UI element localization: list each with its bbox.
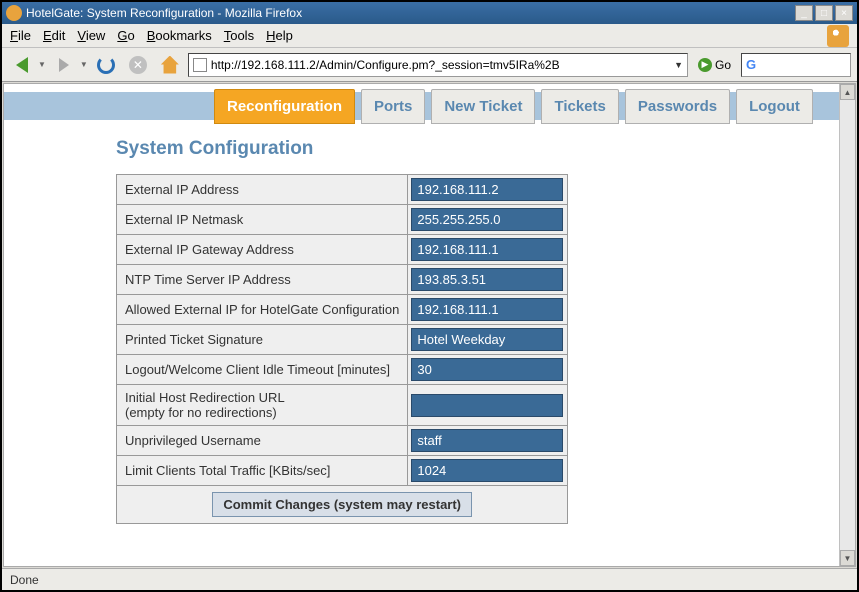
tab-passwords[interactable]: Passwords — [625, 89, 730, 124]
forward-arrow-icon — [59, 58, 69, 72]
home-button[interactable] — [156, 51, 184, 79]
menu-go[interactable]: Go — [117, 28, 134, 43]
menu-edit[interactable]: Edit — [43, 28, 65, 43]
maximize-button[interactable]: □ — [815, 5, 833, 21]
page-icon — [193, 58, 207, 72]
row-signature: Printed Ticket Signature — [117, 325, 568, 355]
go-button[interactable]: ▶ Go — [692, 52, 737, 78]
label-ext-ip: External IP Address — [117, 175, 408, 205]
window-controls: _ □ × — [795, 5, 853, 21]
row-allowed-ip: Allowed External IP for HotelGate Config… — [117, 295, 568, 325]
url-dropdown-icon[interactable]: ▼ — [674, 60, 683, 70]
input-signature[interactable] — [411, 328, 563, 351]
back-dropdown-icon[interactable]: ▼ — [38, 60, 46, 69]
config-table: External IP Address External IP Netmask … — [116, 174, 568, 524]
label-redirect: Initial Host Redirection URL (empty for … — [117, 385, 408, 426]
toolbar: ▼ ▼ ✕ ▼ ▶ Go G — [2, 48, 857, 82]
forward-button[interactable] — [50, 51, 78, 79]
scroll-down-icon[interactable]: ▼ — [840, 550, 855, 566]
menu-help[interactable]: Help — [266, 28, 293, 43]
tab-new-ticket[interactable]: New Ticket — [431, 89, 535, 124]
label-ext-netmask: External IP Netmask — [117, 205, 408, 235]
vertical-scrollbar[interactable]: ▲ ▼ — [839, 84, 855, 566]
tab-logout[interactable]: Logout — [736, 89, 813, 124]
stop-icon: ✕ — [129, 56, 147, 74]
input-idle[interactable] — [411, 358, 563, 381]
window-title: HotelGate: System Reconfiguration - Mozi… — [26, 6, 795, 20]
statusbar: Done — [2, 568, 857, 590]
page-body: System Configuration External IP Address… — [4, 124, 855, 524]
input-ext-netmask[interactable] — [411, 208, 563, 231]
label-idle: Logout/Welcome Client Idle Timeout [minu… — [117, 355, 408, 385]
row-ntp: NTP Time Server IP Address — [117, 265, 568, 295]
label-traffic: Limit Clients Total Traffic [KBits/sec] — [117, 456, 408, 486]
back-arrow-icon — [16, 57, 28, 73]
url-bar[interactable]: ▼ — [188, 53, 688, 77]
label-ext-gateway: External IP Gateway Address — [117, 235, 408, 265]
page-content: ▲ ▼ Reconfiguration Ports New Ticket Tic… — [3, 83, 856, 567]
scroll-up-icon[interactable]: ▲ — [840, 84, 855, 100]
go-icon: ▶ — [698, 58, 712, 72]
back-button[interactable] — [8, 51, 36, 79]
row-redirect: Initial Host Redirection URL (empty for … — [117, 385, 568, 426]
reload-button[interactable] — [92, 51, 120, 79]
stop-button[interactable]: ✕ — [124, 51, 152, 79]
titlebar[interactable]: HotelGate: System Reconfiguration - Mozi… — [2, 2, 857, 24]
menu-bookmarks[interactable]: Bookmarks — [147, 28, 212, 43]
input-ext-ip[interactable] — [411, 178, 563, 201]
menu-view[interactable]: View — [77, 28, 105, 43]
app-icon — [6, 5, 22, 21]
nav-tabs: Reconfiguration Ports New Ticket Tickets… — [4, 84, 855, 124]
input-traffic[interactable] — [411, 459, 563, 482]
label-redirect-line1: Initial Host Redirection URL — [125, 390, 285, 405]
row-idle: Logout/Welcome Client Idle Timeout [minu… — [117, 355, 568, 385]
input-unpriv[interactable] — [411, 429, 563, 452]
search-box[interactable]: G — [741, 53, 851, 77]
status-text: Done — [10, 573, 39, 587]
row-traffic: Limit Clients Total Traffic [KBits/sec] — [117, 456, 568, 486]
forward-dropdown-icon[interactable]: ▼ — [80, 60, 88, 69]
go-label: Go — [715, 58, 731, 72]
row-ext-netmask: External IP Netmask — [117, 205, 568, 235]
menu-tools[interactable]: Tools — [224, 28, 254, 43]
tab-tickets[interactable]: Tickets — [541, 89, 618, 124]
row-unpriv: Unprivileged Username — [117, 426, 568, 456]
firefox-throbber-icon — [827, 25, 849, 47]
label-allowed-ip: Allowed External IP for HotelGate Config… — [117, 295, 408, 325]
label-redirect-line2: (empty for no redirections) — [125, 405, 277, 420]
page-title: System Configuration — [116, 138, 855, 160]
tab-ports[interactable]: Ports — [361, 89, 425, 124]
reload-icon — [97, 56, 115, 74]
close-button[interactable]: × — [835, 5, 853, 21]
google-icon: G — [746, 57, 756, 72]
minimize-button[interactable]: _ — [795, 5, 813, 21]
row-ext-gateway: External IP Gateway Address — [117, 235, 568, 265]
commit-button[interactable]: Commit Changes (system may restart) — [212, 492, 472, 517]
label-ntp: NTP Time Server IP Address — [117, 265, 408, 295]
input-redirect[interactable] — [411, 394, 563, 417]
row-ext-ip: External IP Address — [117, 175, 568, 205]
menubar: File Edit View Go Bookmarks Tools Help — [2, 24, 857, 48]
menu-file[interactable]: File — [10, 28, 31, 43]
label-signature: Printed Ticket Signature — [117, 325, 408, 355]
label-unpriv: Unprivileged Username — [117, 426, 408, 456]
browser-window: HotelGate: System Reconfiguration - Mozi… — [0, 0, 859, 592]
tab-reconfiguration[interactable]: Reconfiguration — [214, 89, 355, 124]
input-ntp[interactable] — [411, 268, 563, 291]
input-allowed-ip[interactable] — [411, 298, 563, 321]
url-input[interactable] — [211, 58, 670, 72]
row-commit: Commit Changes (system may restart) — [117, 486, 568, 524]
home-icon — [161, 56, 179, 74]
input-ext-gateway[interactable] — [411, 238, 563, 261]
